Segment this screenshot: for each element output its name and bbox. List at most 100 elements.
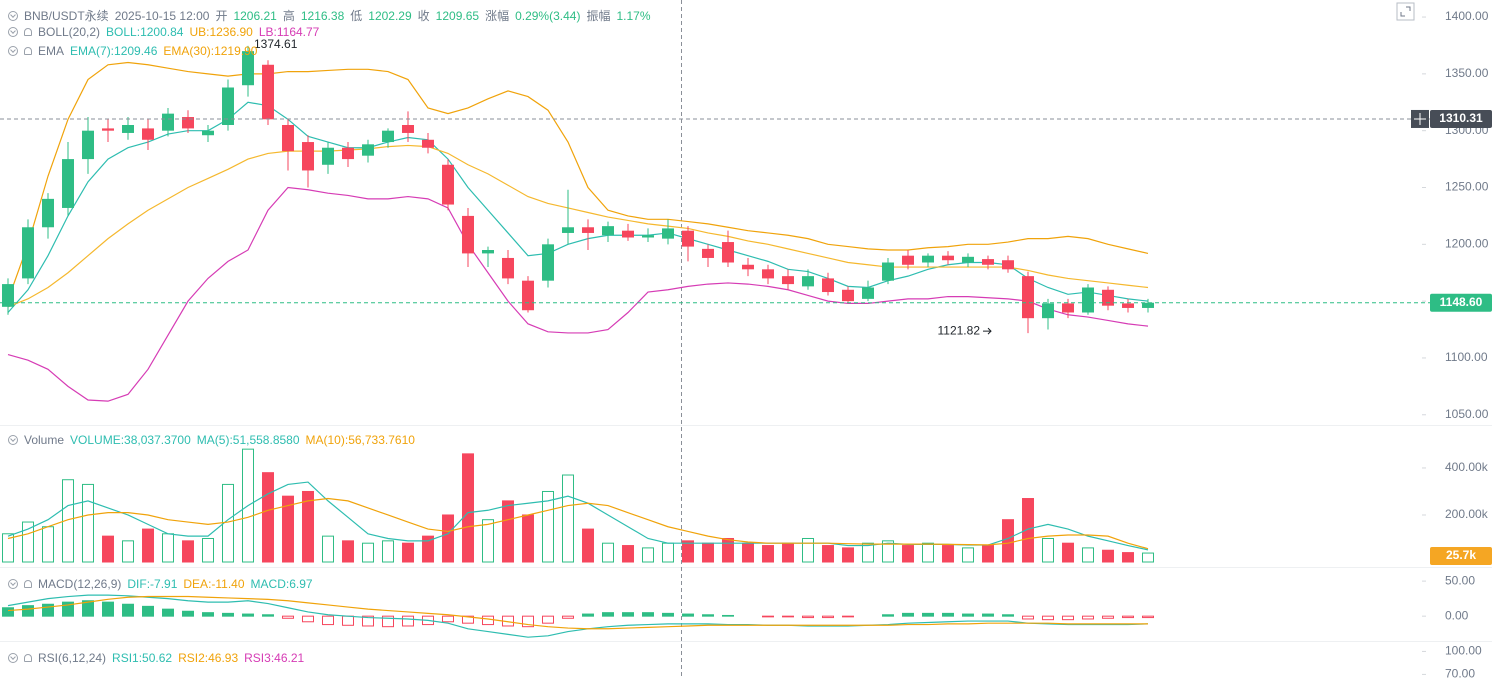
candle-body — [422, 139, 434, 148]
candle-body — [482, 250, 494, 254]
volume-bar — [1122, 552, 1134, 563]
volume-bar — [922, 542, 934, 563]
macd-bar — [122, 603, 134, 617]
macd-bar — [142, 605, 154, 617]
quote-value: 0.29%(3.44) — [515, 8, 581, 23]
macd-bar — [922, 612, 934, 617]
quote-label: 振幅 — [586, 9, 611, 23]
macd-bar — [782, 615, 794, 618]
macd-bar — [802, 615, 814, 619]
candle-body — [342, 147, 354, 160]
candle-body — [562, 227, 574, 233]
bell-icon — [24, 28, 32, 36]
collapse-icon[interactable] — [8, 579, 18, 589]
candle-body — [102, 128, 114, 131]
candle-body — [982, 259, 994, 265]
macd-bar — [1042, 615, 1054, 621]
volume-bar — [442, 514, 454, 563]
indicator-row: Volume VOLUME:38,037.3700 MA(5):51,558.858… — [8, 433, 415, 447]
indicator-value: RSI2:46.93 — [178, 651, 239, 665]
macd-bar — [162, 608, 174, 617]
volume-bar — [1022, 498, 1034, 563]
collapse-icon[interactable] — [8, 10, 18, 21]
macd-bar — [822, 615, 834, 619]
volume-bar — [622, 545, 634, 563]
macd-bar — [402, 615, 414, 627]
candle-body — [22, 227, 34, 279]
volume-bar — [982, 545, 994, 563]
indicator-line — [7, 186, 1149, 402]
candle-body — [242, 51, 254, 86]
low-label: 1121.82 — [938, 323, 981, 337]
indicator-value: MACD:6.97 — [250, 577, 313, 591]
candle-body — [902, 255, 914, 265]
candle-body — [502, 257, 514, 279]
volume-bar — [322, 535, 334, 563]
candle-body — [2, 284, 14, 307]
low-arrow — [983, 327, 992, 335]
y-tick-label: 1050.00 — [1445, 407, 1489, 421]
candle-body — [1082, 287, 1094, 313]
macd-bar — [662, 612, 674, 617]
symbol: BNB/USDT永续 — [24, 9, 109, 23]
indicator-line — [7, 595, 1148, 630]
y-tick-label: 1100.00 — [1445, 350, 1488, 364]
collapse-icon[interactable] — [8, 27, 18, 37]
fullscreen-box[interactable] — [1396, 2, 1415, 21]
volume-bar — [682, 540, 694, 563]
volume-bar — [342, 540, 354, 563]
volume-bar — [142, 528, 154, 563]
collapse-icon[interactable] — [8, 653, 18, 663]
volume-bar — [422, 535, 434, 563]
volume-bar — [362, 542, 374, 563]
candle-body — [782, 276, 794, 285]
macd-bar — [282, 615, 294, 619]
candle-body — [462, 215, 474, 254]
y-tick-label: 0.00 — [1445, 608, 1469, 622]
indicator-value: DIF:-7.91 — [127, 577, 178, 591]
volume-bar — [1102, 549, 1114, 563]
quote-row: BNB/USDT永续 2025-10-15 12:00 开 1206.21 高 1216.… — [8, 7, 651, 24]
macd-bar — [902, 612, 914, 617]
indicator-row: MACD(12,26,9) DIF:-7.91 DEA:-11.40 MACD:6.9… — [8, 577, 313, 591]
indicator-line — [7, 101, 1149, 313]
volume-bar — [1082, 547, 1094, 563]
candle-body — [1022, 276, 1034, 319]
candle-body — [122, 125, 134, 133]
volume-bar — [62, 479, 74, 563]
y-tick-label: 200.00k — [1445, 507, 1489, 521]
candle-body — [402, 125, 414, 133]
volume-bar — [22, 521, 34, 563]
collapse-icon[interactable] — [8, 46, 18, 56]
fullscreen-icon[interactable] — [1396, 2, 1415, 21]
candle-body — [142, 128, 154, 140]
volume-bar — [1042, 537, 1054, 563]
macd-bar — [702, 614, 714, 617]
candle-body — [442, 164, 454, 205]
candle-body — [202, 130, 214, 136]
candle-body — [1062, 303, 1074, 313]
indicator-line — [7, 144, 1149, 308]
collapse-icon[interactable] — [8, 435, 18, 445]
candle-body — [822, 278, 834, 293]
candle-body — [662, 228, 674, 239]
price-tag — [1430, 546, 1492, 565]
indicator-value: VOLUME:38,037.3700 — [70, 433, 191, 447]
volume-bar — [82, 483, 94, 563]
candle-body — [882, 262, 894, 281]
indicator-line — [7, 594, 1149, 638]
candle-body — [842, 289, 854, 302]
macd-bar — [1022, 615, 1034, 620]
macd-bar — [1002, 614, 1014, 617]
volume-bar — [42, 526, 54, 563]
volume-bar — [702, 542, 714, 563]
indicator-row: BOLL(20,2) BOLL:1200.84 UB:1236.90 LB:1164.… — [8, 25, 319, 39]
volume-bar — [482, 519, 494, 563]
volume-bar — [662, 542, 674, 563]
macd-bar — [342, 615, 354, 626]
candle-body — [602, 226, 614, 236]
price-tag — [1430, 109, 1492, 128]
macd-bar — [42, 603, 54, 617]
